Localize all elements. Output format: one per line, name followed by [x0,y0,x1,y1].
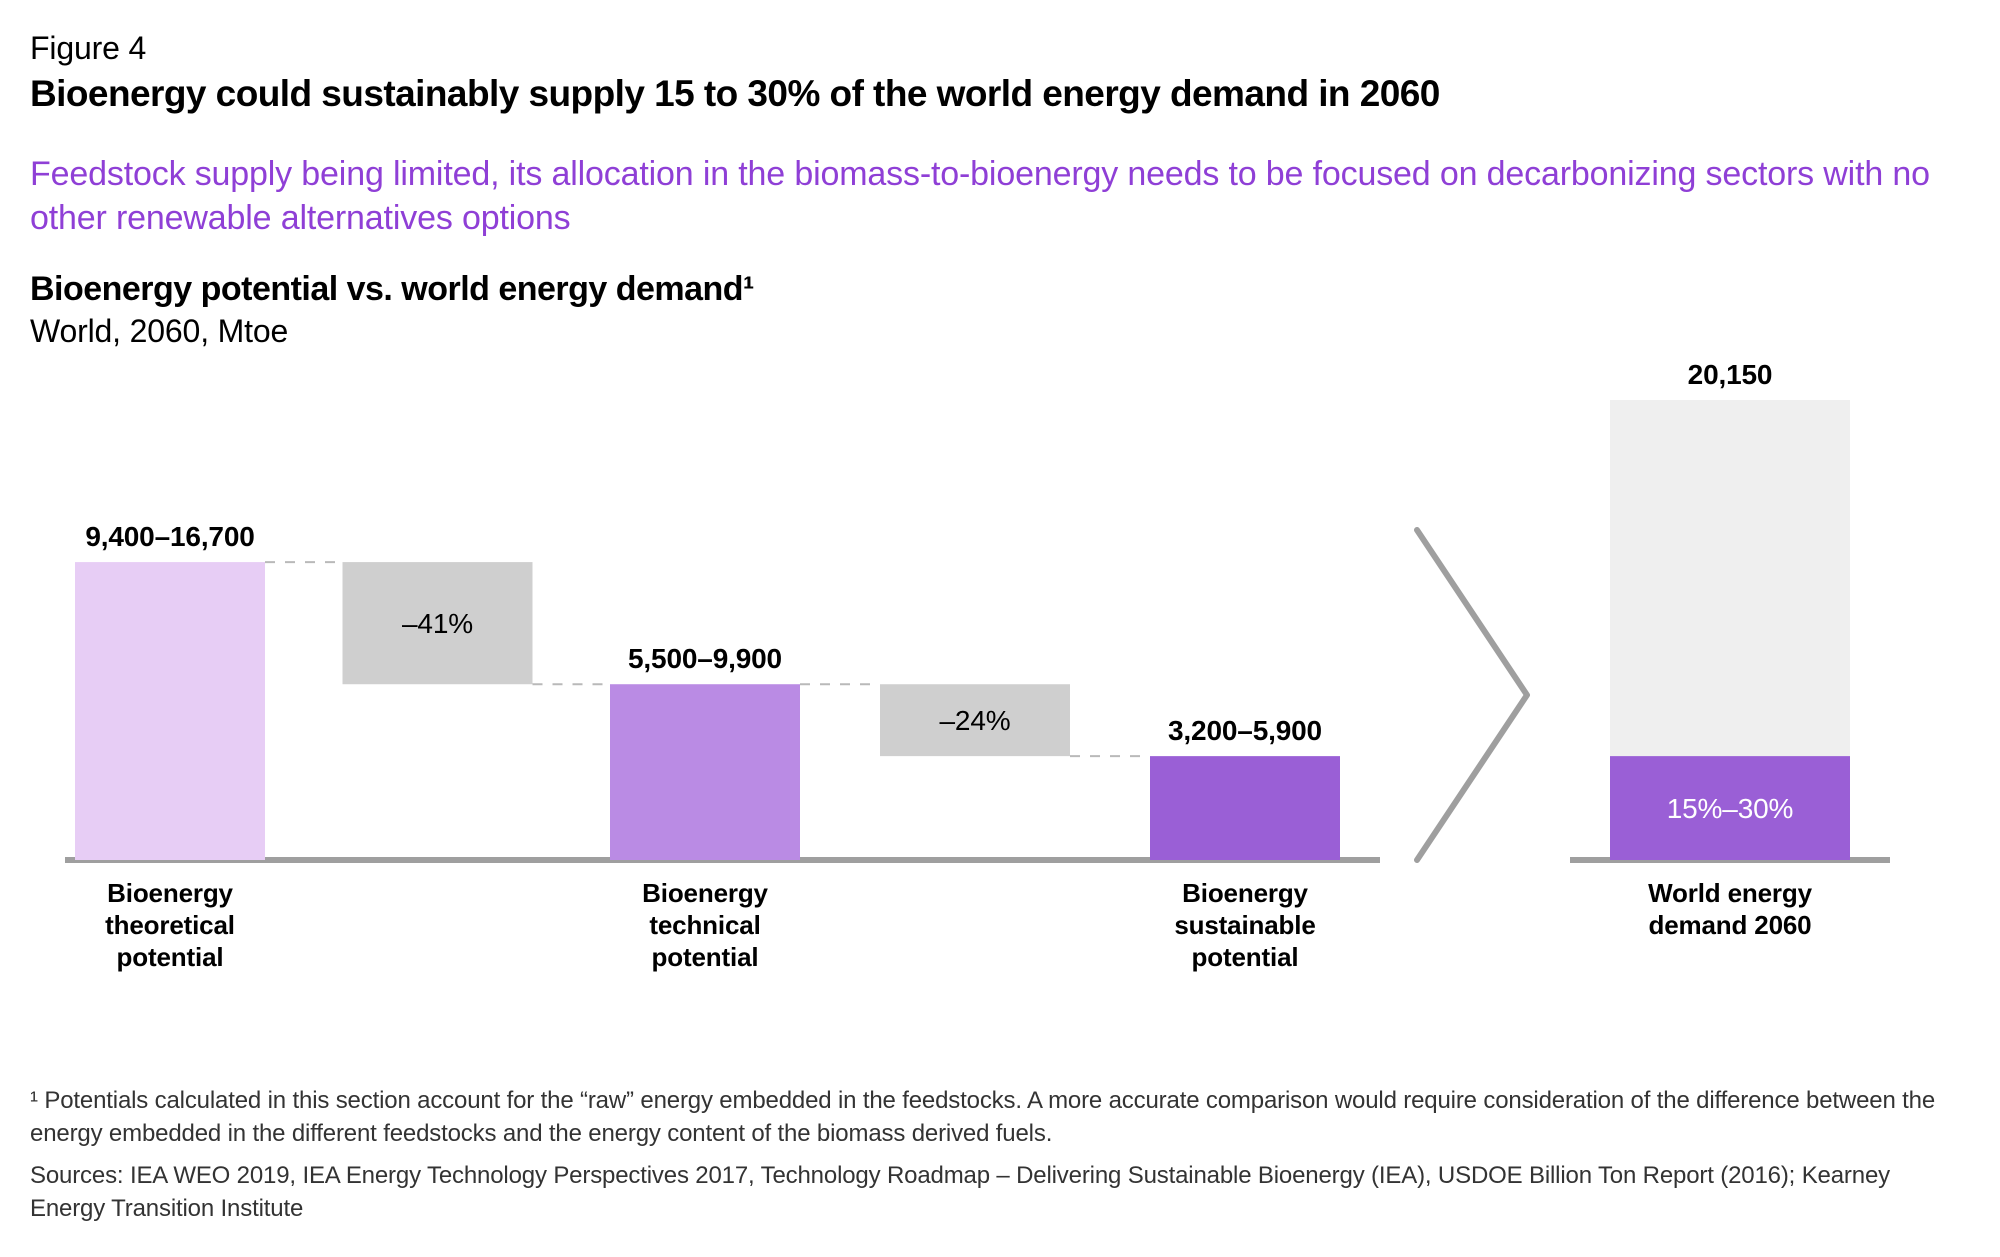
figure-title: Bioenergy could sustainably supply 15 to… [30,73,1960,115]
svg-text:demand 2060: demand 2060 [1649,910,1812,940]
figure-label: Figure 4 [30,30,1960,67]
svg-text:–41%: –41% [402,608,473,639]
svg-text:15%–30%: 15%–30% [1667,793,1794,824]
svg-text:potential: potential [117,942,224,972]
svg-text:potential: potential [1192,942,1299,972]
svg-text:20,150: 20,150 [1688,360,1773,390]
svg-text:Bioenergy: Bioenergy [642,878,768,908]
svg-text:5,500–9,900: 5,500–9,900 [628,643,782,674]
svg-text:technical: technical [649,910,760,940]
svg-text:potential: potential [652,942,759,972]
chart-title: Bioenergy potential vs. world energy dem… [30,270,1960,309]
svg-text:World energy: World energy [1648,878,1812,908]
chart-area: 9,400–16,700Bioenergytheoreticalpotentia… [30,360,1950,1000]
svg-text:theoretical: theoretical [105,910,235,940]
svg-text:–24%: –24% [940,705,1011,736]
svg-text:9,400–16,700: 9,400–16,700 [85,521,254,552]
chart-svg: 9,400–16,700Bioenergytheoreticalpotentia… [30,360,1950,1000]
svg-text:Bioenergy: Bioenergy [107,878,233,908]
svg-text:3,200–5,900: 3,200–5,900 [1168,715,1322,746]
svg-text:sustainable: sustainable [1174,910,1315,940]
svg-text:Bioenergy: Bioenergy [1182,878,1308,908]
sources: Sources: IEA WEO 2019, IEA Energy Techno… [30,1160,1960,1225]
figure-subtitle: Feedstock supply being limited, its allo… [30,153,1960,240]
chart-subline: World, 2060, Mtoe [30,313,1960,350]
footnote: ¹ Potentials calculated in this section … [30,1085,1960,1150]
